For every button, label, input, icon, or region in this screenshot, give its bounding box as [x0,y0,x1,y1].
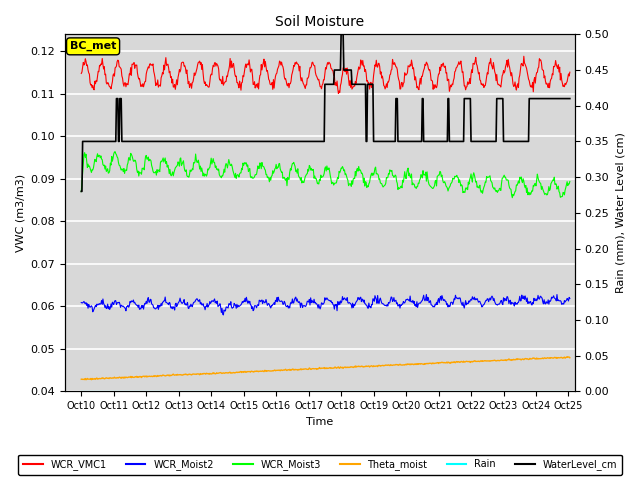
Text: BC_met: BC_met [70,41,116,51]
WCR_VMC1 [212,63,220,69]
WCR_Moist2 [455,296,463,301]
Legend: WCR_VMC1, WCR_Moist2, WCR_Moist3, Theta_moist, Rain, WaterLevel_cm: WCR_VMC1, WCR_Moist2, WCR_Moist3, Theta_… [19,455,621,475]
Rain [454,388,461,394]
Y-axis label: Rain (mm), Water Level (cm): Rain (mm), Water Level (cm) [615,132,625,293]
Line: Theta_moist: Theta_moist [81,357,570,380]
WCR_VMC1 [254,80,262,86]
WCR_VMC1 [199,70,207,76]
Line: WCR_Moist2: WCR_Moist2 [81,295,570,315]
Theta_moist [77,376,85,382]
WCR_Moist3 [264,174,272,180]
WCR_VMC1 [335,91,342,96]
WCR_Moist2 [212,299,220,304]
WCR_Moist2 [220,307,228,313]
Theta_moist [212,370,220,376]
Theta_moist [566,355,573,360]
Rain [566,388,573,394]
WaterLevel_cm [566,96,573,101]
Rain [264,388,271,394]
Theta_moist [200,371,207,376]
WaterLevel_cm [199,139,207,144]
WaterLevel_cm [454,139,462,144]
Line: WaterLevel_cm: WaterLevel_cm [81,35,570,192]
Line: WCR_VMC1: WCR_VMC1 [81,56,570,94]
Theta_moist [454,359,462,365]
WCR_Moist2 [255,303,262,309]
WCR_Moist2 [77,300,85,305]
WaterLevel_cm [337,32,345,37]
WaterLevel_cm [77,189,85,194]
WCR_Moist2 [199,301,207,307]
Line: WCR_Moist3: WCR_Moist3 [81,152,570,198]
WCR_VMC1 [520,53,527,59]
WCR_Moist3 [220,167,228,172]
WCR_Moist3 [111,149,119,155]
WCR_Moist2 [264,301,272,307]
Theta_moist [563,354,571,360]
WCR_VMC1 [566,69,573,75]
Rain [254,388,262,394]
WCR_Moist3 [566,179,573,184]
Rain [212,388,220,394]
WaterLevel_cm [220,139,227,144]
Theta_moist [82,377,90,383]
WCR_Moist3 [200,170,207,176]
WaterLevel_cm [212,139,220,144]
WaterLevel_cm [254,139,262,144]
Title: Soil Moisture: Soil Moisture [275,15,365,29]
WCR_Moist3 [508,195,516,201]
WCR_VMC1 [264,68,271,73]
WCR_Moist2 [566,296,573,301]
WCR_Moist2 [422,292,430,298]
WaterLevel_cm [264,139,271,144]
WCR_Moist2 [220,312,227,318]
Theta_moist [255,369,262,374]
X-axis label: Time: Time [307,417,333,427]
WCR_Moist3 [255,166,262,171]
Y-axis label: VWC (m3/m3): VWC (m3/m3) [15,174,25,252]
WCR_VMC1 [77,71,85,76]
WCR_VMC1 [220,82,227,88]
WCR_VMC1 [454,61,462,67]
Rain [77,388,85,394]
Theta_moist [220,371,228,376]
WCR_Moist3 [454,175,462,180]
Rain [199,388,207,394]
Rain [220,388,227,394]
Theta_moist [264,368,272,373]
WCR_Moist3 [212,167,220,172]
WCR_Moist3 [77,189,85,194]
